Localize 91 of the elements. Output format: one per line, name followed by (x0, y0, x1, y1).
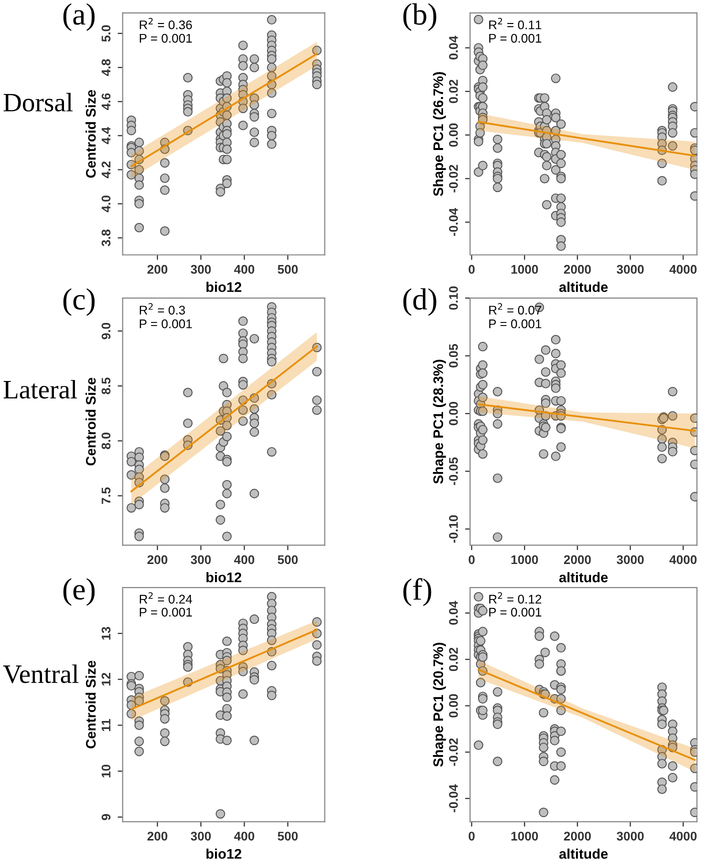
y-tick-label: 0.10 (449, 286, 458, 310)
x-tick-label: 500 (278, 832, 298, 841)
y-tick-label: 4.8 (102, 59, 110, 76)
x-axis-title: altitude (559, 572, 608, 582)
y-tick-label: 12 (102, 672, 110, 686)
y-axis-title: Centroid Size (86, 90, 96, 178)
annotation: P = 0.001 (140, 34, 192, 43)
x-tick-label: 0 (468, 832, 475, 841)
y-tick-label: 13 (102, 626, 110, 640)
x-tick-label: 500 (278, 264, 298, 274)
y-tick-label: -0.04 (449, 784, 458, 812)
x-tick-label: 0 (468, 555, 475, 564)
text: Ventral (3, 664, 78, 684)
y-tick-label: 4.4 (102, 127, 110, 144)
y-tick-label: 10 (102, 764, 110, 778)
y-axis-title: Shape PC1 (28.3%) (432, 360, 446, 484)
chart-title: (a) (63, 3, 95, 31)
y-axis-title: Centroid Size (86, 378, 96, 466)
y-tick-label: -0.05 (449, 457, 458, 486)
chart-title: (d) (403, 288, 436, 316)
text: Dorsal (4, 92, 73, 112)
x-tick-label: 200 (147, 264, 168, 274)
chart-title: (b) (403, 3, 436, 31)
x-tick-label: 0 (468, 264, 475, 274)
x-tick-label: 2000 (564, 264, 591, 274)
y-tick-label: 5.0 (102, 25, 110, 42)
annotation: R$^{2}$ = 0.36 (140, 18, 192, 30)
y-tick-label: 0.02 (449, 80, 458, 104)
annotation: P = 0.001 (489, 608, 542, 617)
y-tick-label: -0.02 (449, 738, 458, 766)
annotation: R$^{2}$ = 0.07 (489, 303, 542, 315)
y-tick-label: 11 (102, 718, 110, 732)
annotation: R$^{2}$ = 0.24 (140, 592, 192, 604)
y-tick-label: 0.04 (449, 600, 458, 625)
y-tick-label: 0.00 (449, 123, 458, 147)
annotation: R$^{2}$ = 0.12 (489, 592, 542, 604)
chart-title: (c) (63, 288, 95, 316)
y-axis-title: Shape PC1 (20.7%) (432, 642, 446, 767)
y-tick-label: 4.2 (102, 162, 110, 178)
x-axis-title: bio12 (206, 848, 242, 859)
x-tick-label: 1000 (511, 555, 538, 564)
x-tick-label: 300 (190, 832, 211, 841)
y-tick-label: 9.0 (102, 322, 110, 340)
x-tick-label: 300 (190, 555, 211, 564)
text: Lateral (4, 380, 78, 399)
y-tick-label: -0.02 (449, 164, 458, 192)
y-tick-label: 0.04 (449, 36, 458, 60)
x-axis-title: altitude (559, 282, 608, 292)
x-tick-label: 500 (278, 555, 298, 564)
annotation: P = 0.001 (489, 319, 542, 328)
y-tick-label: 0.00 (449, 402, 458, 426)
y-axis-title: Centroid Size (86, 660, 96, 748)
x-tick-label: 1000 (511, 264, 538, 274)
x-tick-label: 2000 (564, 832, 591, 841)
x-tick-label: 3000 (616, 832, 644, 841)
x-tick-label: 4000 (669, 555, 697, 564)
y-tick-label: 4.6 (102, 93, 110, 110)
annotation: P = 0.001 (489, 34, 542, 43)
y-tick-label: 4.0 (102, 196, 110, 212)
chart-title: (f) (403, 578, 432, 606)
x-axis-title: bio12 (206, 282, 242, 292)
y-tick-label: 0.05 (449, 344, 458, 368)
chart-title: (e) (63, 578, 95, 606)
y-tick-label: 0.02 (449, 648, 458, 672)
y-tick-label: 0.00 (449, 694, 458, 718)
x-tick-label: 1000 (511, 832, 538, 841)
x-tick-label: 4000 (669, 264, 697, 274)
y-tick-label: 3.8 (102, 230, 110, 246)
y-tick-label: 7.5 (102, 487, 110, 504)
annotation: R$^{2}$ = 0.11 (489, 18, 542, 30)
annotation: P = 0.001 (140, 319, 192, 328)
x-tick-label: 400 (234, 832, 254, 841)
x-tick-label: 3000 (616, 264, 644, 274)
y-tick-label: 9 (102, 814, 110, 820)
x-tick-label: 200 (147, 555, 168, 564)
annotation: R$^{2}$ = 0.3 (140, 303, 185, 315)
x-tick-label: 400 (234, 555, 254, 564)
y-tick-label: 8.0 (102, 432, 110, 450)
y-tick-label: 8.5 (102, 378, 110, 394)
x-tick-label: 300 (190, 264, 211, 274)
x-tick-label: 4000 (669, 832, 697, 841)
y-axis-title: Shape PC1 (26.7%) (432, 72, 446, 196)
annotation: P = 0.001 (140, 608, 192, 617)
y-tick-label: -0.10 (449, 515, 458, 543)
x-tick-label: 3000 (616, 555, 644, 564)
y-tick-label: -0.04 (449, 208, 458, 236)
x-tick-label: 200 (147, 832, 168, 841)
x-tick-label: 400 (234, 264, 254, 274)
x-axis-title: altitude (559, 848, 608, 859)
x-tick-label: 2000 (564, 555, 591, 564)
x-axis-title: bio12 (206, 572, 242, 582)
